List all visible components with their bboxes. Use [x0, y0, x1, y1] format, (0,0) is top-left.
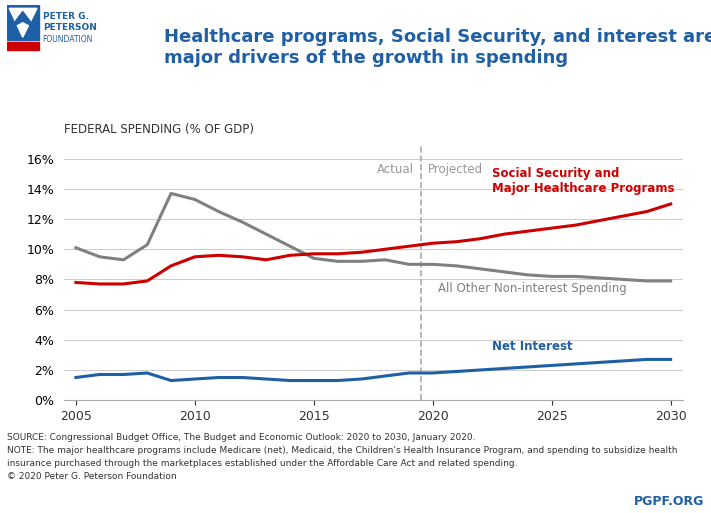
Bar	[7, 5, 39, 41]
Text: All Other Non-interest Spending: All Other Non-interest Spending	[437, 282, 626, 295]
Text: FOUNDATION: FOUNDATION	[43, 35, 93, 44]
Text: PGPF.ORG: PGPF.ORG	[634, 495, 704, 508]
Text: Net Interest: Net Interest	[492, 340, 573, 353]
Text: insurance purchased through the marketplaces established under the Affordable Ca: insurance purchased through the marketpl…	[7, 459, 518, 468]
Text: PETER G.: PETER G.	[43, 12, 89, 21]
Text: PETERSON: PETERSON	[43, 23, 97, 32]
Polygon shape	[9, 8, 37, 37]
Text: FEDERAL SPENDING (% OF GDP): FEDERAL SPENDING (% OF GDP)	[64, 123, 254, 136]
Text: major drivers of the growth in spending: major drivers of the growth in spending	[164, 49, 567, 67]
Text: Projected: Projected	[428, 163, 483, 176]
Text: Healthcare programs, Social Security, and interest are the: Healthcare programs, Social Security, an…	[164, 28, 711, 46]
Text: © 2020 Peter G. Peterson Foundation: © 2020 Peter G. Peterson Foundation	[7, 472, 177, 481]
Text: Actual: Actual	[377, 163, 414, 176]
Text: SOURCE: Congressional Budget Office, The Budget and Economic Outlook: 2020 to 20: SOURCE: Congressional Budget Office, The…	[7, 433, 476, 443]
Bar	[7, 42, 39, 50]
Text: Social Security and
Major Healthcare Programs: Social Security and Major Healthcare Pro…	[492, 167, 675, 194]
Text: NOTE: The major healthcare programs include Medicare (net), Medicaid, the Childr: NOTE: The major healthcare programs incl…	[7, 446, 678, 456]
Polygon shape	[11, 12, 35, 28]
